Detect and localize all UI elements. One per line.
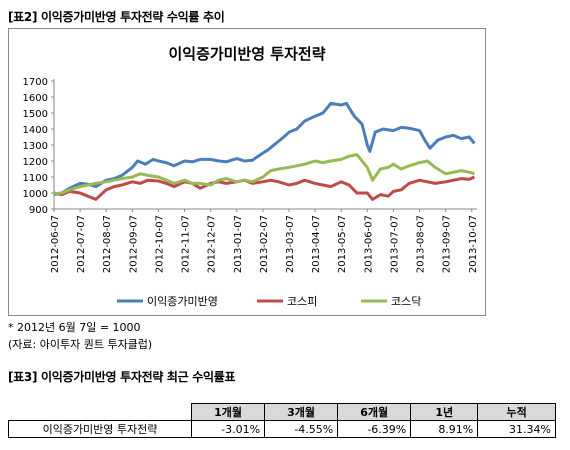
- x-tick-label: 2012-08-07: [102, 215, 113, 273]
- x-tick-label: 2013-02-07: [259, 215, 270, 273]
- table-row: 이익증가미반영 투자전략 -3.01% -4.55% -6.39% 8.91% …: [8, 420, 556, 438]
- series-line-1: [53, 101, 476, 197]
- series-line-2: [53, 175, 476, 201]
- x-tick-label: 2013-03-07: [285, 215, 296, 273]
- chart-container: 이익증가미반영 투자전략 900 1000 1100 1200 1300 1400 1500 1…: [8, 28, 486, 316]
- x-tick-label: 2013-05-07: [337, 215, 348, 273]
- chart-title: 이익증가미반영 투자전략: [168, 45, 325, 63]
- source-note: (자료: 아이투자 퀀트 투자클럽): [8, 338, 153, 351]
- y-tick-label: 1300: [23, 141, 48, 152]
- x-tick-label: 2012-06-07: [50, 215, 61, 273]
- legend-label-1: 이익증가미반영: [147, 295, 218, 308]
- header-1m: 1개월: [190, 403, 266, 421]
- header-6m: 6개월: [337, 403, 412, 421]
- base-note: * 2012년 6월 7일 = 1000: [8, 321, 141, 334]
- line-chart: 이익증가미반영 투자전략 900 1000 1100 1200 1300 1400 1500 1…: [23, 45, 479, 308]
- value-cumulative: 31.34%: [477, 420, 556, 438]
- header-blank-cell: [8, 403, 192, 421]
- legend-label-3: 코스닥: [391, 295, 421, 308]
- table2-title: [표2] 이익증가미반영 투자전략 수익률 추이: [8, 10, 225, 24]
- y-tick-label: 1100: [23, 173, 48, 184]
- x-tick-label: 2012-10-07: [154, 215, 165, 273]
- x-tick-label: 2013-06-07: [363, 215, 374, 273]
- table3-title: [표3] 이익증가미반영 투자전략 최근 수익률표: [8, 370, 236, 384]
- header-cumulative: 누적: [477, 403, 556, 421]
- x-tick-label: 2013-07-07: [389, 215, 400, 273]
- y-tick-label: 1700: [23, 77, 48, 88]
- row-label: 이익증가미반영 투자전략: [8, 420, 192, 438]
- x-tick-label: 2012-11-07: [181, 215, 192, 273]
- value-1m: -3.01%: [190, 420, 266, 438]
- x-tick-label: 2012-09-07: [128, 215, 139, 273]
- value-1y: 8.91%: [410, 420, 479, 438]
- y-tick-label: 1500: [23, 109, 48, 120]
- value-3m: -4.55%: [264, 420, 339, 438]
- x-tick-label: 2012-12-07: [207, 215, 218, 273]
- x-tick-label: 2013-08-07: [416, 215, 427, 273]
- x-tick-label: 2013-04-07: [311, 215, 322, 273]
- x-tick-label: 2013-10-07: [468, 215, 479, 273]
- x-tick-label: 2012-07-07: [76, 215, 87, 273]
- header-1y: 1년: [410, 403, 479, 421]
- performance-table: 1개월 3개월 6개월 1년 누적 이익증가미반영 투자전략 -3.01% -4…: [8, 403, 556, 438]
- value-6m: -6.39%: [337, 420, 412, 438]
- series-line-3: [53, 153, 475, 196]
- y-tick-label: 1000: [23, 189, 48, 200]
- x-tick-label: 2013-09-07: [442, 215, 453, 273]
- legend-label-2: 코스피: [287, 295, 317, 308]
- header-3m: 3개월: [264, 403, 339, 421]
- y-tick-label: 1600: [23, 93, 48, 104]
- table-header-row: 1개월 3개월 6개월 1년 누적: [8, 403, 556, 421]
- y-tick-label: 1400: [23, 125, 48, 136]
- y-tick-label: 1200: [23, 157, 48, 168]
- y-tick-label: 900: [29, 205, 48, 216]
- x-tick-label: 2013-01-07: [233, 215, 244, 273]
